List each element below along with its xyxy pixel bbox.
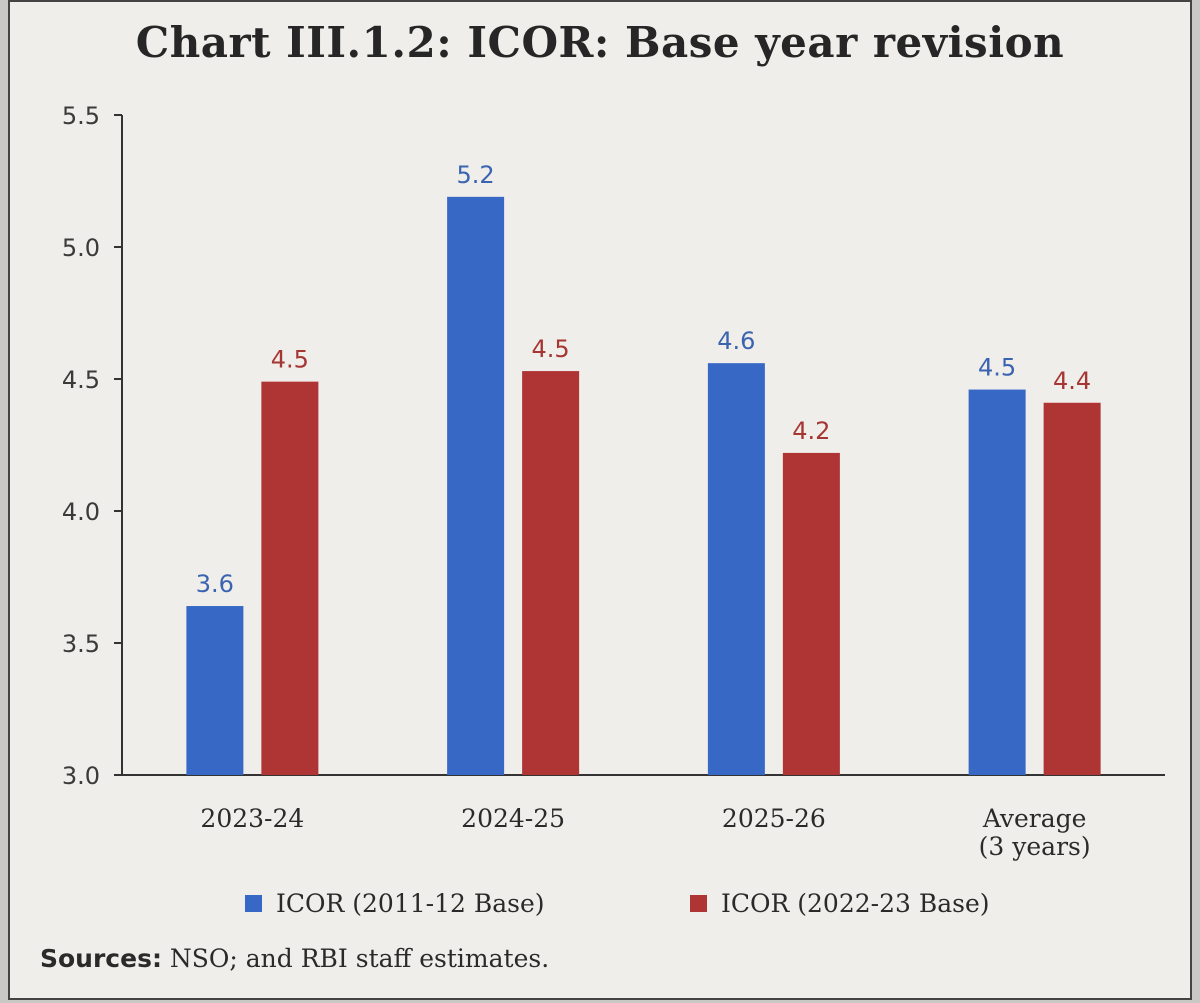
data-label-series-2: 4.2 — [792, 417, 830, 445]
x-tick-label: 2023-24 — [200, 804, 304, 833]
data-label-series-1: 4.5 — [978, 354, 1016, 382]
data-label-series-2: 4.5 — [532, 335, 570, 363]
legend-label-series-2: ICOR (2022-23 Base) — [721, 888, 990, 918]
data-label-series-1: 4.6 — [717, 327, 755, 355]
bar-series-2 — [1043, 402, 1101, 775]
x-tick-label: 2024-25 — [461, 804, 565, 833]
y-tick-label: 5.5 — [62, 102, 100, 130]
data-label-series-1: 5.2 — [457, 161, 495, 189]
legend-swatch-series-1 — [245, 894, 262, 912]
data-label-series-1: 3.6 — [196, 570, 234, 598]
x-tick-label: 2025-26 — [722, 804, 826, 833]
source-label: Sources: — [40, 944, 162, 973]
bar-series-2 — [522, 371, 580, 775]
source-text: NSO; and RBI staff estimates. — [161, 944, 550, 973]
bar-series-1 — [968, 389, 1026, 775]
data-label-series-2: 4.4 — [1053, 367, 1091, 395]
bar-series-1 — [186, 606, 244, 775]
bar-series-2 — [261, 381, 319, 775]
x-tick-label: Average (3 years) — [979, 804, 1091, 861]
bar-series-1 — [447, 196, 505, 776]
y-tick-label: 4.0 — [62, 498, 100, 526]
data-label-series-2: 4.5 — [271, 346, 309, 374]
y-tick-label: 3.5 — [62, 630, 100, 658]
y-tick-label: 5.0 — [62, 234, 100, 262]
bar-series-2 — [782, 452, 840, 775]
legend-swatch-series-2 — [690, 894, 707, 912]
y-tick-label: 4.5 — [62, 366, 100, 394]
y-tick-label: 3.0 — [62, 762, 100, 790]
source-note: Sources: NSO; and RBI staff estimates. — [40, 944, 549, 973]
bar-series-1 — [707, 363, 765, 775]
chart-title: Chart III.1.2: ICOR: Base year revision — [135, 18, 1065, 67]
legend-item-series-2: ICOR (2022-23 Base) — [690, 883, 990, 923]
legend-label-series-1: ICOR (2011-12 Base) — [276, 888, 545, 918]
legend-item-series-1: ICOR (2011-12 Base) — [245, 883, 545, 923]
